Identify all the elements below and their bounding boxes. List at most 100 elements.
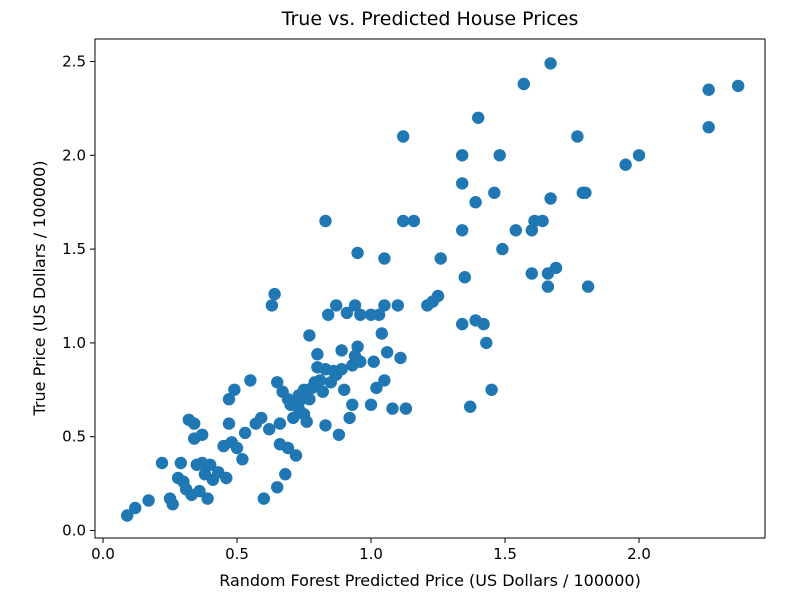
data-point (201, 492, 214, 505)
data-point (354, 308, 367, 321)
data-point (525, 224, 538, 237)
y-tick-label: 0.5 (62, 428, 86, 446)
data-point (354, 355, 367, 368)
data-point (407, 214, 421, 228)
data-point (222, 417, 236, 430)
data-point (496, 242, 509, 256)
data-point (380, 346, 394, 359)
data-point (488, 186, 501, 199)
data-point (255, 411, 268, 425)
data-point (263, 423, 276, 436)
data-point (536, 214, 549, 228)
data-point (289, 449, 303, 462)
data-point (257, 492, 270, 505)
data-point (319, 419, 332, 432)
data-point (188, 417, 201, 430)
y-tick-label: 1.5 (62, 240, 86, 258)
data-point (142, 494, 155, 507)
data-point (464, 400, 477, 413)
data-point (351, 246, 364, 260)
data-point (279, 468, 292, 481)
data-point (196, 428, 209, 441)
data-point (335, 363, 348, 376)
x-axis-ticks: 0.0 0.5 1.0 1.5 2.0 (91, 538, 651, 563)
data-point (702, 83, 715, 96)
y-tick-label: 1.0 (62, 334, 86, 352)
data-point (456, 224, 469, 237)
data-point (129, 501, 142, 515)
data-point (702, 121, 715, 134)
data-point (273, 417, 287, 430)
data-point (244, 374, 257, 387)
x-tick-label: 2.0 (627, 545, 651, 563)
y-axis-label: True Price (US Dollars / 100000) (30, 161, 49, 417)
data-point (316, 385, 329, 398)
data-point (456, 177, 469, 190)
data-point (549, 261, 563, 275)
data-point (268, 287, 281, 301)
data-point (581, 280, 595, 293)
data-point (367, 355, 380, 368)
data-point (370, 381, 383, 395)
data-point (287, 411, 300, 425)
data-point (632, 149, 646, 162)
data-point (174, 456, 187, 470)
data-point (338, 383, 351, 396)
data-point (222, 393, 236, 406)
data-point (378, 252, 391, 265)
data-point (571, 130, 584, 143)
data-point (579, 186, 592, 199)
y-tick-label: 2.0 (62, 146, 86, 164)
data-point (303, 393, 316, 406)
data-point (517, 77, 530, 91)
data-point (434, 252, 447, 265)
data-point (544, 192, 557, 205)
data-point (193, 484, 206, 498)
data-point (330, 299, 343, 312)
data-point (340, 306, 354, 320)
data-point (456, 317, 469, 331)
data-point (544, 57, 557, 70)
data-point (480, 336, 493, 350)
data-point (378, 299, 391, 312)
data-point (485, 383, 498, 396)
data-point (525, 267, 538, 280)
data-point (348, 299, 362, 312)
data-point (458, 271, 471, 284)
data-point (431, 289, 445, 303)
data-point (343, 411, 356, 425)
x-tick-label: 1.0 (359, 545, 383, 563)
data-point (397, 130, 410, 143)
x-tick-label: 1.5 (493, 545, 517, 563)
data-point (319, 214, 332, 228)
y-tick-label: 2.5 (62, 53, 86, 71)
data-point (351, 340, 364, 353)
data-point (313, 374, 327, 387)
data-point (391, 299, 404, 312)
data-point (375, 327, 388, 340)
data-point (322, 308, 335, 321)
data-point (281, 441, 295, 455)
data-point (372, 308, 386, 321)
chart-title: True vs. Predicted House Prices (281, 8, 579, 30)
data-point (386, 402, 399, 415)
data-point (332, 428, 346, 441)
y-axis-ticks: 0.0 0.5 1.0 1.5 2.0 2.5 (62, 53, 95, 539)
data-point (397, 214, 410, 228)
y-tick-label: 0.0 (62, 521, 86, 539)
x-tick-label: 0.0 (91, 545, 115, 563)
data-point (300, 415, 313, 428)
data-point (335, 344, 348, 357)
data-point (364, 398, 378, 411)
data-point (477, 317, 490, 331)
data-point (311, 348, 324, 361)
data-point (378, 374, 391, 387)
data-point (204, 458, 217, 471)
data-point (493, 149, 506, 162)
data-point (469, 196, 482, 209)
data-point (271, 376, 284, 389)
data-point (472, 111, 485, 125)
data-point (346, 398, 359, 411)
data-point (541, 280, 555, 293)
